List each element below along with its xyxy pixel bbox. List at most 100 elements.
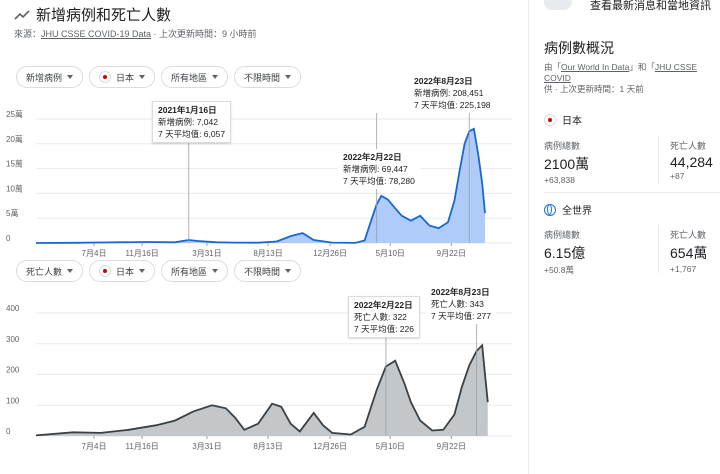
- panel-title: 新增病例和死亡人數: [14, 4, 171, 25]
- source-mid: 」: [629, 62, 638, 72]
- globe-icon: [544, 203, 556, 216]
- stat-label: 病例總數: [544, 141, 581, 151]
- source-updated: 供 · 上次更新時間：1 天前: [544, 84, 644, 94]
- trending-up-icon: [14, 9, 30, 20]
- japan-flag-icon: [99, 265, 112, 277]
- owid-link[interactable]: Our World In Data: [561, 62, 630, 72]
- chevron-down-icon: [212, 269, 219, 273]
- time-range-dropdown-label: 不限時間: [244, 72, 281, 83]
- region-dropdown[interactable]: 所有地區: [161, 66, 229, 88]
- cases-tooltip-2022-02-22: 2022年2月22日 新增病例: 69,447 7 天平均值: 78,280: [338, 149, 420, 189]
- region-dropdown-label: 所有地區: [171, 72, 208, 83]
- chevron-down-icon: [139, 75, 146, 79]
- tooltip-date: 2022年2月22日: [354, 300, 413, 310]
- series-area: [36, 128, 485, 243]
- region-japan-label: 日本: [562, 116, 582, 127]
- x-tick-label: 8月13日: [253, 442, 282, 451]
- series-line: [35, 343, 489, 437]
- tooltip-date: 2021年1月16日: [158, 105, 217, 115]
- covid-stats-panel: 新增病例和死亡人數 來源：JHU CSSE COVID-19 Data · 上次…: [0, 4, 520, 451]
- case-overview-sidebar: 查看最新消息和當地資訊 病例數概況 由「Our World In Data」和「…: [530, 0, 720, 474]
- source-line: 來源：JHU CSSE COVID-19 Data · 上次更新時間：9 小時前: [14, 27, 257, 40]
- deaths-filters: 死亡人數 日本 所有地區 不限時間: [16, 260, 302, 282]
- cases-tooltip-2021-01-16: 2021年1月16日 新增病例: 7,042 7 天平均值: 6,057: [152, 101, 232, 143]
- x-tick-label: 7月4日: [82, 442, 107, 451]
- japan-cases-stat: 病例總數 2100萬 +63,838: [544, 139, 589, 185]
- x-tick-label: 3月31日: [192, 442, 221, 451]
- y-tick-label: 20萬: [6, 134, 23, 144]
- stat-label: 病例總數: [544, 230, 581, 240]
- jhu-link[interactable]: JHU CSSE COVID: [544, 62, 697, 83]
- chevron-down-icon: [285, 75, 292, 79]
- region-dropdown-label: 所有地區: [171, 266, 208, 277]
- country-dropdown[interactable]: 日本: [89, 260, 156, 282]
- metric-dropdown-label: 死亡人數: [26, 266, 63, 277]
- tooltip-line2: 7 天平均值: 225,198: [414, 100, 491, 110]
- tooltip-line2: 7 天平均值: 78,280: [343, 176, 415, 186]
- x-tick-label: 9月22日: [437, 442, 466, 451]
- region-divider: [544, 192, 720, 193]
- cases-filters: 新增病例 日本 所有地區 不限時間: [16, 66, 302, 88]
- japan-flag-icon: [99, 71, 112, 83]
- tooltip-line2: 7 天平均值: 277: [431, 311, 491, 321]
- metric-dropdown-label: 新增病例: [26, 72, 63, 83]
- y-tick-label: 10萬: [6, 183, 23, 193]
- series-area: [36, 345, 488, 436]
- chevron-down-icon: [139, 269, 146, 273]
- stat-value: 44,284: [670, 154, 713, 170]
- region-dropdown[interactable]: 所有地區: [161, 260, 229, 282]
- x-tick-label: 7月4日: [82, 249, 107, 258]
- x-tick-label: 5月10日: [376, 249, 405, 258]
- metric-dropdown[interactable]: 死亡人數: [16, 260, 84, 282]
- y-tick-label: 25萬: [6, 109, 23, 119]
- news-icon[interactable]: [544, 0, 572, 10]
- panel-title-text: 新增病例和死亡人數: [36, 7, 172, 24]
- x-tick-label: 11月16日: [126, 249, 159, 258]
- tooltip-line1: 新增病例: 69,447: [343, 164, 408, 174]
- y-tick-label: 300: [6, 335, 20, 344]
- x-tick-label: 3月31日: [192, 249, 221, 258]
- y-tick-label: 15萬: [6, 159, 23, 169]
- region-world-label: 全世界: [562, 206, 592, 217]
- x-tick-label: 12月26日: [313, 442, 347, 451]
- tooltip-line1: 死亡人數: 322: [354, 312, 407, 322]
- x-tick-label: 8月13日: [253, 249, 282, 258]
- source-prefix: 來源：: [14, 29, 42, 39]
- source-open: 「: [646, 62, 655, 72]
- country-dropdown[interactable]: 日本: [89, 66, 156, 88]
- local-news-link[interactable]: 查看最新消息和當地資訊: [590, 0, 711, 12]
- stat-divider: [658, 136, 659, 184]
- chevron-down-icon: [285, 269, 292, 273]
- cases-tooltip-2022-08-23: 2022年8月23日 新增病例: 208,451 7 天平均值: 225,198: [409, 73, 496, 113]
- tooltip-line1: 新增病例: 7,042: [158, 117, 218, 127]
- chevron-down-icon: [212, 75, 219, 79]
- stat-value: 6.15億: [544, 245, 586, 261]
- y-tick-label: 0: [6, 234, 11, 243]
- region-world: 全世界: [544, 202, 592, 217]
- jhu-source-link[interactable]: JHU CSSE COVID-19 Data: [41, 29, 152, 39]
- x-tick-label: 5月10日: [376, 442, 405, 451]
- country-dropdown-label: 日本: [116, 266, 135, 277]
- overview-title: 病例數概況: [544, 40, 614, 56]
- time-range-dropdown[interactable]: 不限時間: [234, 66, 302, 88]
- deaths-tooltip-2022-08-23: 2022年8月23日 死亡人數: 343 7 天平均值: 277: [426, 284, 496, 324]
- stat-delta: +63,838: [544, 175, 575, 185]
- world-deaths-stat: 死亡人數 654萬 +1,767: [670, 228, 707, 274]
- stat-label: 死亡人數: [670, 230, 707, 240]
- japan-deaths-stat: 死亡人數 44,284 +87: [670, 139, 713, 181]
- stat-delta: +50.8萬: [544, 265, 575, 275]
- tooltip-line1: 新增病例: 208,451: [414, 88, 484, 98]
- y-tick-label: 200: [6, 366, 20, 375]
- y-tick-label: 400: [6, 304, 20, 313]
- japan-flag-icon: [544, 113, 556, 126]
- cases-chart[interactable]: 25萬 20萬 15萬 10萬 5萬 0 7月4日 11月16日 3月31日 8月13日 12月26…: [0, 100, 520, 260]
- x-tick-label: 9月22日: [437, 249, 466, 258]
- source-suffix: · 上次更新時間：9 小時前: [151, 29, 257, 39]
- overview-source: 由「Our World In Data」和「JHU CSSE COVID 供 ·…: [544, 62, 720, 95]
- x-tick-label: 11月16日: [126, 442, 159, 451]
- metric-dropdown[interactable]: 新增病例: [16, 66, 84, 88]
- time-range-dropdown[interactable]: 不限時間: [234, 260, 302, 282]
- tooltip-line2: 7 天平均值: 6,057: [158, 129, 226, 139]
- deaths-tooltip-2022-02-22: 2022年2月22日 死亡人數: 322 7 天平均值: 226: [348, 296, 420, 338]
- country-dropdown-label: 日本: [116, 72, 135, 83]
